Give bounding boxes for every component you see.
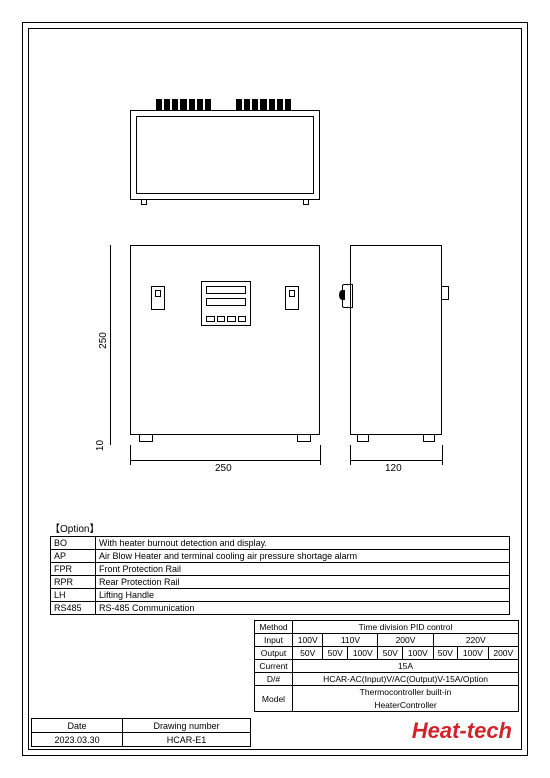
spec-input-2: 200V [378,634,433,647]
option-code-3: RPR [51,576,96,589]
spec-output-7: 200V [488,647,518,660]
dim-gap: 10 [95,440,106,451]
option-code-0: BO [51,537,96,550]
connector-2 [236,99,291,111]
spec-method-value: Time division PID control [293,621,519,634]
spec-input-label: Input [255,634,293,647]
spec-output-0: 50V [293,647,323,660]
drawing-label: Drawing number [123,719,251,733]
spec-input-0: 100V [293,634,323,647]
option-desc-5: RS-485 Communication [96,602,510,615]
spec-output-2: 100V [348,647,378,660]
spec-model-l1: Thermocontroller built-in [293,686,519,699]
drawing-value: HCAR-E1 [123,733,251,747]
spec-output-5: 50V [433,647,458,660]
side-lock [441,286,449,300]
date-value: 2023.03.30 [32,733,123,747]
option-code-2: FPR [51,563,96,576]
spec-dnum-value: HCAR-AC(Input)V/AC(Output)V-15A/Option [293,673,519,686]
side-knob [339,284,351,306]
spec-model-label: Model [255,686,293,712]
spec-method-label: Method [255,621,293,634]
spec-output-3: 50V [378,647,403,660]
front-view [130,245,320,435]
top-view [130,110,320,200]
option-desc-3: Rear Protection Rail [96,576,510,589]
dim-depth: 120 [385,463,402,474]
spec-output-6: 100V [458,647,488,660]
spec-current-label: Current [255,660,293,673]
option-code-1: AP [51,550,96,563]
side-view [350,245,442,435]
option-desc-2: Front Protection Rail [96,563,510,576]
spec-model-l2: HeaterController [293,699,519,712]
option-desc-0: With heater burnout detection and displa… [96,537,510,550]
switch-right [285,286,299,310]
spec-output-1: 50V [323,647,348,660]
spec-table: Method Time division PID control Input 1… [254,620,519,712]
option-desc-4: Lifting Handle [96,589,510,602]
dim-line-depth [350,460,442,461]
spec-output-label: Output [255,647,293,660]
option-title: 【Option】 [50,520,510,535]
brand-logo: Heat-tech [412,718,512,744]
dim-height: 250 [98,332,109,349]
spec-input-3: 220V [433,634,518,647]
dim-width: 250 [215,463,232,474]
option-table: BOWith heater burnout detection and disp… [50,536,510,615]
option-code-5: RS485 [51,602,96,615]
option-section: 【Option】 BOWith heater burnout detection… [50,520,510,615]
spec-current-value: 15A [293,660,519,673]
date-label: Date [32,719,123,733]
connector-1 [156,99,211,111]
switch-left [151,286,165,310]
drawing-area: 250 10 250 120 [60,100,500,470]
option-desc-1: Air Blow Heater and terminal cooling air… [96,550,510,563]
spec-output-4: 100V [403,647,433,660]
spec-dnum-label: D/# [255,673,293,686]
dim-line-height [110,245,111,435]
title-block: Date Drawing number 2023.03.30 HCAR-E1 [31,718,251,747]
pid-display [201,281,251,326]
spec-input-1: 110V [323,634,378,647]
dim-line-width [130,460,320,461]
option-code-4: LH [51,589,96,602]
